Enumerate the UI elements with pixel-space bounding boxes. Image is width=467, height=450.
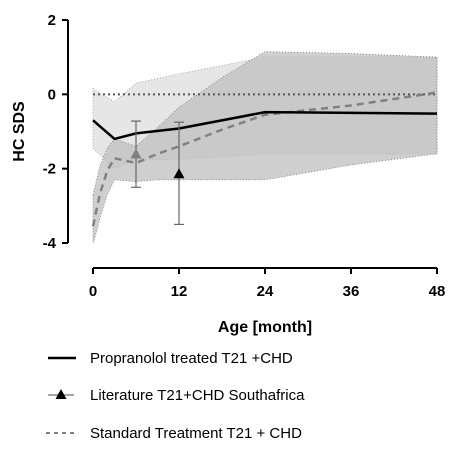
legend-triangle-marker	[55, 389, 67, 399]
series-lines	[91, 91, 438, 227]
y-tick-label: -2	[43, 161, 56, 178]
legend-label: Literature T21+CHD Southafrica	[90, 387, 305, 404]
axes	[62, 19, 438, 274]
y-axis-label: HC SDS	[11, 101, 28, 162]
legend-label: Standard Treatment T21 + CHD	[90, 425, 302, 442]
legend-label: Propranolol treated T21 +CHD	[90, 350, 293, 367]
legend: Propranolol treated T21 +CHD Literature T…	[46, 350, 305, 442]
y-tick-label: 2	[48, 12, 56, 29]
x-tick-label: 36	[343, 283, 360, 300]
triangle-marker	[130, 148, 142, 159]
triangle-marker	[173, 168, 185, 179]
x-tick-label: 48	[429, 283, 446, 300]
x-tick-label: 0	[89, 283, 97, 300]
series-line-propranolol	[92, 110, 438, 141]
tick-labels: 2 0 -2 -4 0 12 24 36 48	[43, 12, 446, 300]
band-standard	[92, 51, 438, 244]
confidence-bands	[92, 51, 438, 244]
x-tick-label: 24	[257, 283, 274, 300]
y-tick-label: -4	[43, 235, 57, 252]
x-axis-label: Age [month]	[218, 319, 312, 336]
y-tick-label: 0	[48, 86, 56, 103]
x-tick-label: 12	[171, 283, 188, 300]
